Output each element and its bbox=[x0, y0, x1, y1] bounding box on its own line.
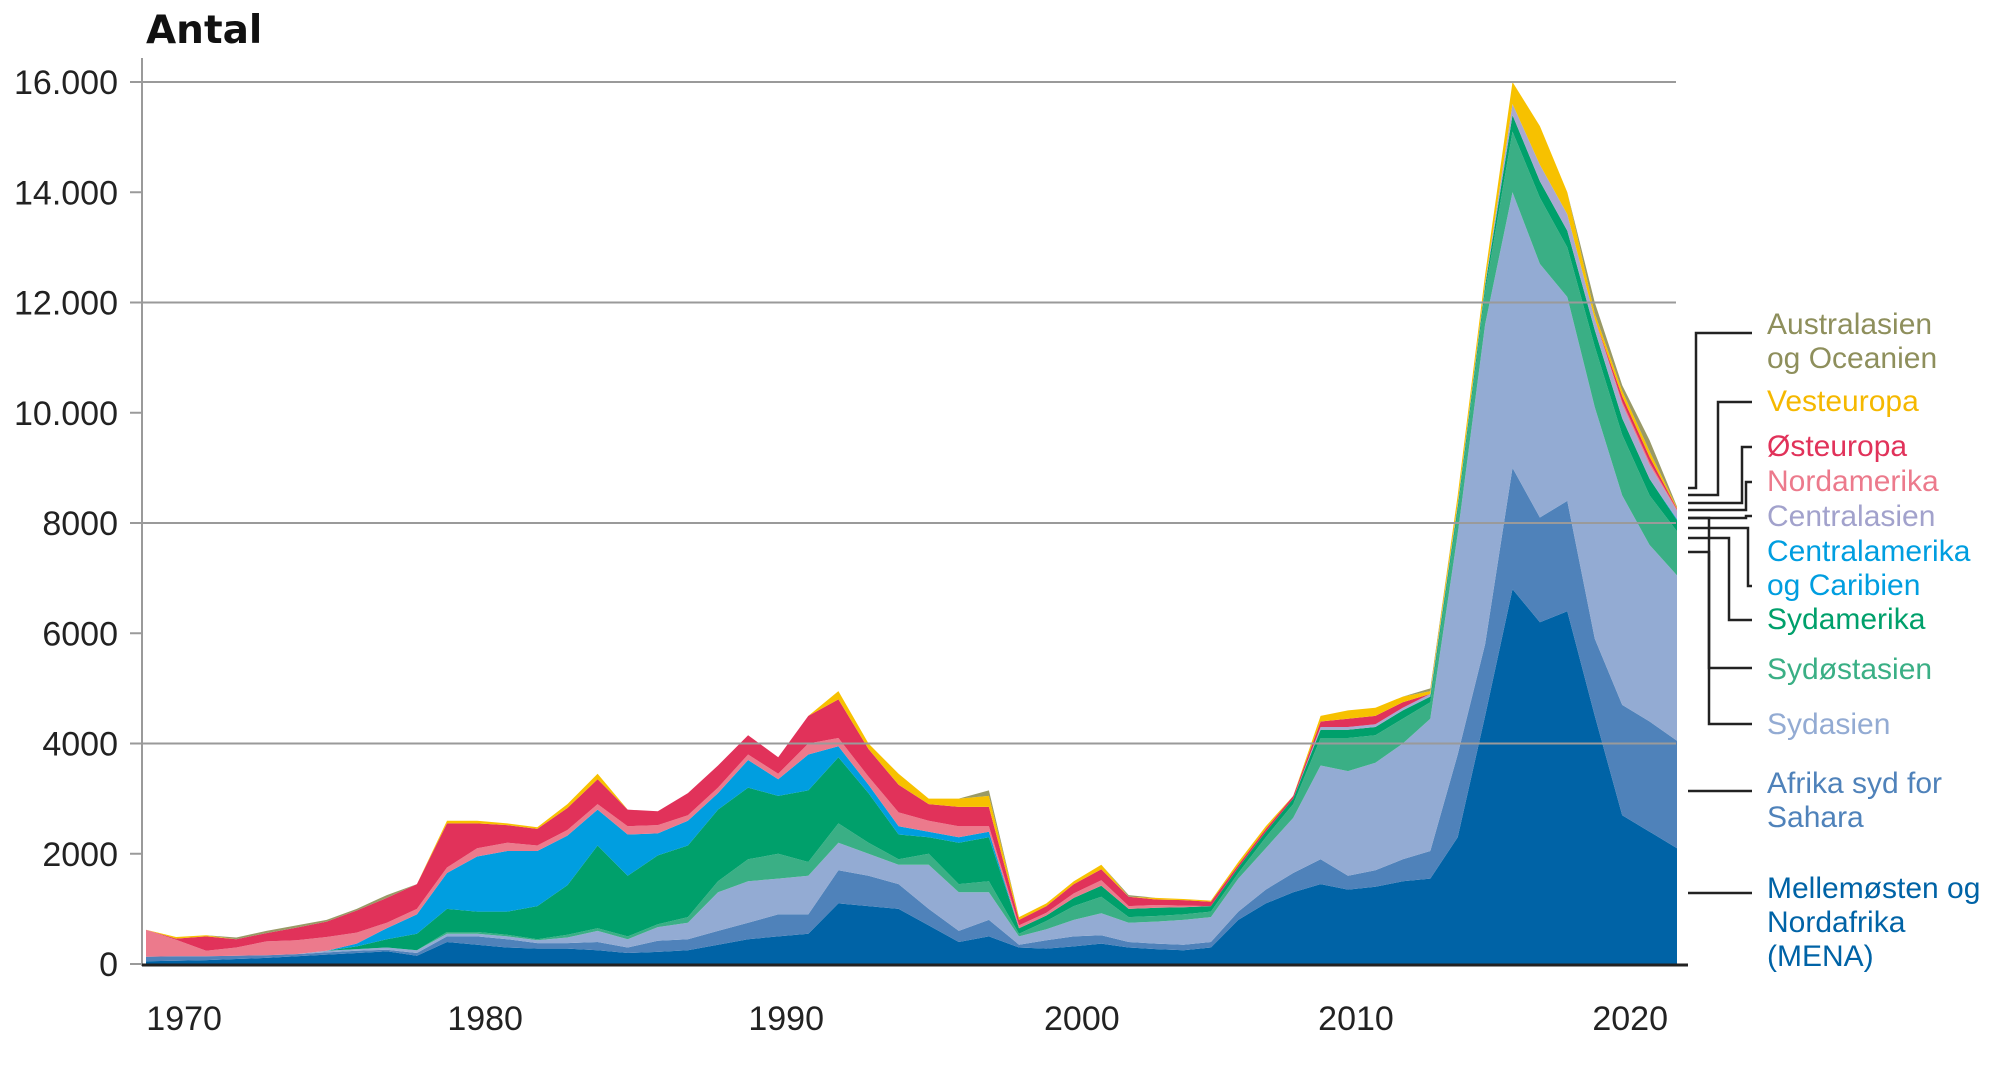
legend-label-line: Sahara bbox=[1767, 801, 1864, 834]
area-sydasien bbox=[146, 192, 1677, 957]
y-tick-label: 12.000 bbox=[14, 285, 118, 323]
legend-item-mellemøsten-og-nordafrika-mena: Mellemøsten og Nordafrika (MENA) bbox=[1767, 872, 1980, 974]
gridlines bbox=[140, 81, 1676, 745]
legend-item-nordamerika: Nordamerika bbox=[1767, 465, 1939, 499]
x-tick-label: 1990 bbox=[748, 1000, 824, 1038]
legend-label-line: Sydamerika bbox=[1767, 603, 1926, 636]
legend-label-line: og Caribien bbox=[1767, 569, 1921, 602]
y-tick-label: 6000 bbox=[42, 615, 118, 653]
legend-label-line: Afrika syd for bbox=[1767, 767, 1943, 800]
y-tick-label: 2000 bbox=[42, 836, 118, 874]
x-tick-label: 2010 bbox=[1318, 1000, 1394, 1038]
legend-item-sydamerika: Sydamerika bbox=[1767, 603, 1925, 637]
legend-label-line: Vesteuropa bbox=[1767, 385, 1919, 418]
legend-item-centralasien: Centralasien bbox=[1767, 500, 1935, 534]
y-tick-label: 14.000 bbox=[14, 174, 118, 212]
legend-label-line: og Oceanien bbox=[1767, 342, 1938, 375]
leader-line-sydamerika bbox=[1688, 536, 1752, 622]
y-tick-label: 10.000 bbox=[14, 395, 118, 433]
legend-item-vesteuropa: Vesteuropa bbox=[1767, 385, 1919, 419]
legend-item-sydøstasien: Sydøstasien bbox=[1767, 653, 1932, 687]
leader-line-australasien-og-oceanien bbox=[1688, 331, 1752, 490]
chart-title: Antal bbox=[146, 8, 263, 53]
y-tick-label: 16.000 bbox=[14, 64, 118, 102]
leader-line-centralasien bbox=[1688, 514, 1752, 520]
y-tick-label: 4000 bbox=[42, 726, 118, 764]
leader-line-sydøstasien bbox=[1688, 550, 1752, 670]
x-tick-label: 2020 bbox=[1592, 1000, 1668, 1038]
legend-label-line: Østeuropa bbox=[1767, 430, 1908, 463]
x-tick-label: 1970 bbox=[146, 1000, 222, 1038]
legend-item-afrika-syd-for-sahara: Afrika syd for Sahara bbox=[1767, 767, 1942, 835]
leader-line-vesteuropa bbox=[1688, 400, 1752, 497]
x-tick-label: 1980 bbox=[447, 1000, 523, 1038]
leader-line-centralamerika-og-caribien bbox=[1688, 526, 1752, 588]
y-tick-labels: 0 2000 4000 6000 8000 10.000 12.000 14.000 16.00… bbox=[14, 64, 142, 984]
area-layers bbox=[146, 82, 1677, 964]
legend-label-line: Australasien bbox=[1767, 308, 1933, 341]
legend-label-line: Sydasien bbox=[1767, 708, 1891, 741]
x-tick-label: 2000 bbox=[1044, 1000, 1120, 1038]
legend-label-line: Nordafrika bbox=[1767, 906, 1906, 939]
leader-line-nordamerika bbox=[1688, 480, 1752, 512]
area-afrika-syd-for-sahara bbox=[146, 467, 1677, 962]
legend-item-centralamerika-og-caribien: Centralamerika og Caribien bbox=[1767, 535, 1970, 603]
axes bbox=[141, 58, 1688, 967]
legend-label-line: Centralamerika bbox=[1767, 535, 1971, 568]
legend-item-østeuropa: Østeuropa bbox=[1767, 430, 1907, 464]
legend-label-line: (MENA) bbox=[1767, 940, 1874, 973]
legend-leader-lines bbox=[1688, 331, 1752, 895]
legend-label-line: Nordamerika bbox=[1767, 465, 1939, 498]
legend-label-line: Mellemøsten og bbox=[1767, 872, 1981, 905]
legend-label-line: Centralasien bbox=[1767, 500, 1936, 533]
area-mellemøsten-og-nordafrika-mena bbox=[146, 589, 1677, 964]
legend-item-sydasien: Sydasien bbox=[1767, 708, 1890, 742]
area-sydøstasien bbox=[146, 131, 1677, 957]
x-tick-labels: 1970 1980 1990 2000 2010 2020 bbox=[146, 1000, 1668, 1038]
leader-line-østeuropa bbox=[1688, 445, 1752, 505]
y-tick-label: 0 bbox=[99, 946, 118, 984]
y-tick-label: 8000 bbox=[42, 505, 118, 543]
legend-item-australasien-og-oceanien: Australasien og Oceanien bbox=[1767, 308, 1937, 376]
legend-label-line: Sydøstasien bbox=[1767, 653, 1933, 686]
